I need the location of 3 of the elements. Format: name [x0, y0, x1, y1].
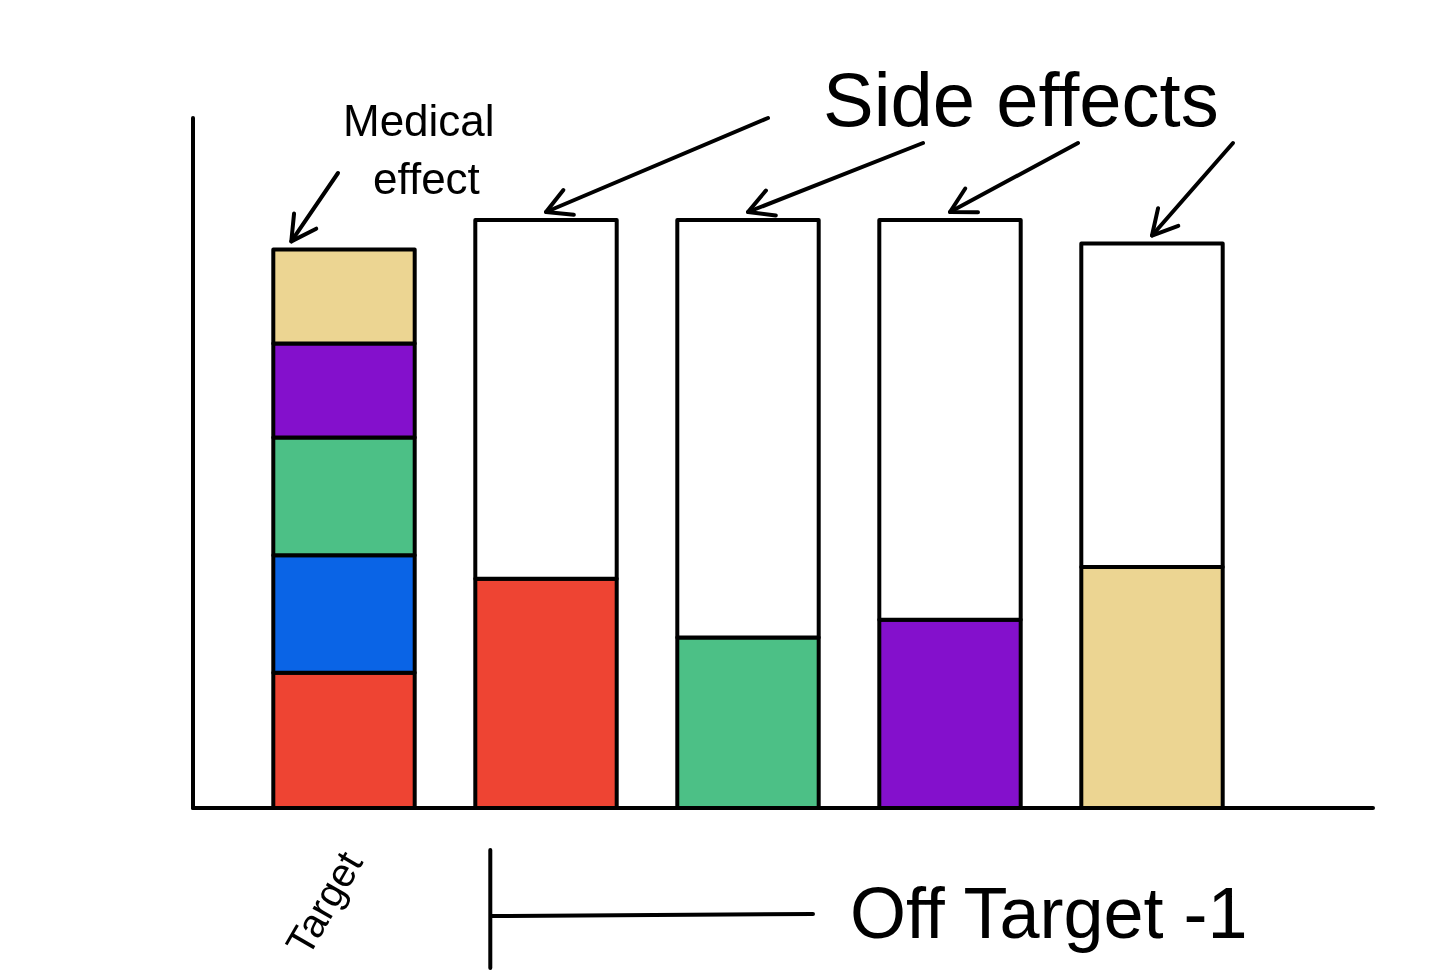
text: Medical effect [343, 96, 495, 203]
text: Off Target -1 [850, 873, 1248, 953]
text: Side effects [823, 57, 1219, 142]
